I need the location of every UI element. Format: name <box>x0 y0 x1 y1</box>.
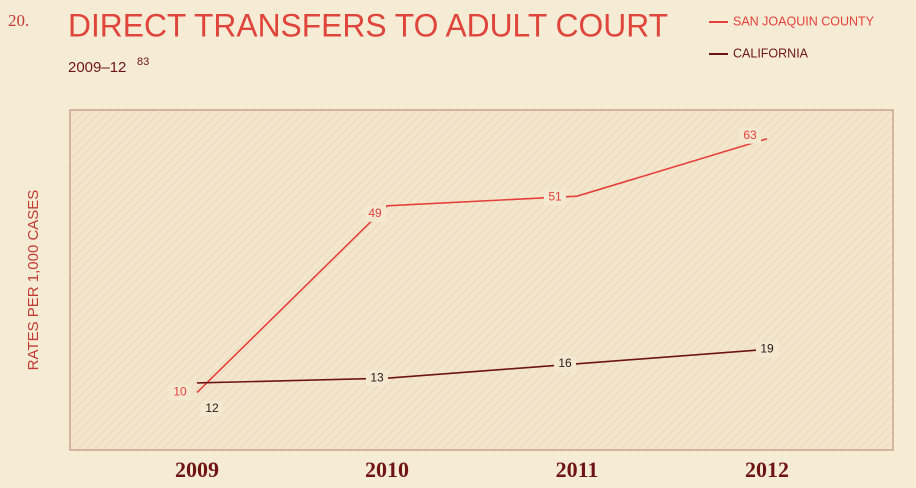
data-label: 12 <box>205 401 219 415</box>
label-bg <box>739 127 761 144</box>
label-bg <box>554 355 576 372</box>
data-label: 19 <box>760 342 774 356</box>
label-bg <box>544 189 566 206</box>
data-label: 49 <box>368 206 382 220</box>
data-label: 63 <box>743 128 757 142</box>
footnote: 83 <box>137 56 149 68</box>
label-bg <box>366 370 388 387</box>
data-label: 10 <box>173 385 187 399</box>
label-bg <box>201 400 223 417</box>
legend-label: SAN JOAQUIN COUNTY <box>733 14 875 28</box>
x-tick-label: 2010 <box>365 457 409 482</box>
data-label: 51 <box>548 189 562 203</box>
series-line <box>196 348 768 384</box>
chart-subtitle: 2009–12 <box>68 59 126 76</box>
series-line <box>196 137 768 394</box>
label-bg <box>364 205 386 222</box>
chart-number: 20. <box>8 11 29 30</box>
chart-title: DIRECT TRANSFERS TO ADULT COURT <box>68 7 668 43</box>
x-tick-label: 2009 <box>175 457 219 482</box>
data-label: 16 <box>558 356 572 370</box>
y-axis-label: RATES PER 1,000 CASES <box>25 190 42 371</box>
legend-label: CALIFORNIA <box>733 46 809 60</box>
plot-area <box>69 109 894 451</box>
x-tick-label: 2011 <box>556 457 599 482</box>
label-bg <box>756 341 778 358</box>
x-tick-label: 2012 <box>745 457 789 482</box>
data-label: 13 <box>370 370 384 384</box>
label-bg <box>169 384 191 401</box>
